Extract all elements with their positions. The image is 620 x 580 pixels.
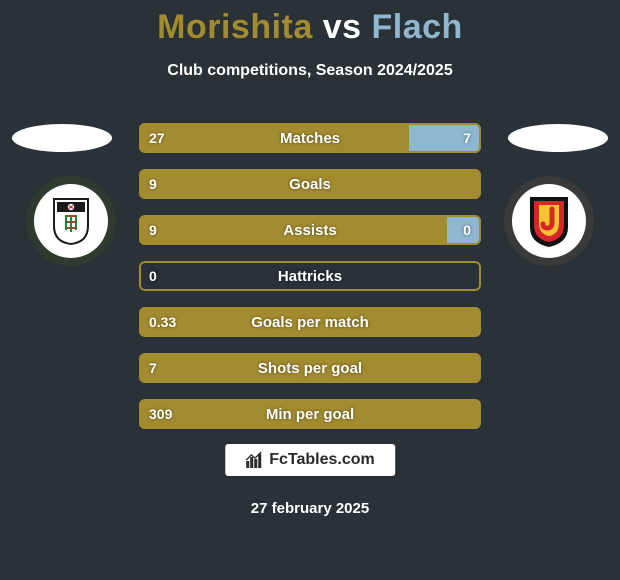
title-player1: Morishita — [157, 8, 313, 46]
bar-label: Min per goal — [139, 399, 481, 429]
bar-label: Hattricks — [139, 261, 481, 291]
club-badge-left — [26, 176, 116, 266]
fctables-badge: FcTables.com — [225, 444, 395, 476]
bar-label: Goals — [139, 169, 481, 199]
stat-row: 7Shots per goal — [139, 353, 481, 383]
title: Morishita vs Flach — [0, 8, 620, 47]
comparison-card: Morishita vs Flach Club competitions, Se… — [0, 0, 620, 580]
bar-label: Matches — [139, 123, 481, 153]
ellipse-decor-right — [508, 124, 608, 152]
jagiellonia-crest-icon — [526, 193, 572, 249]
bar-label: Assists — [139, 215, 481, 245]
bar-label: Shots per goal — [139, 353, 481, 383]
stat-row: 9Goals — [139, 169, 481, 199]
bar-label: Goals per match — [139, 307, 481, 337]
badge-inner-right — [512, 184, 586, 258]
title-player2: Flach — [372, 8, 463, 46]
subtitle: Club competitions, Season 2024/2025 — [0, 62, 620, 80]
fctables-logo-icon — [245, 451, 263, 469]
legia-crest-icon — [51, 196, 91, 246]
stat-row: 0.33Goals per match — [139, 307, 481, 337]
date-label: 27 february 2025 — [0, 500, 620, 517]
club-badge-right — [504, 176, 594, 266]
fctables-text: FcTables.com — [269, 451, 375, 469]
stat-row: 277Matches — [139, 123, 481, 153]
stat-bars: 277Matches 9Goals 90Assists 0Hattricks 0.33G… — [139, 123, 481, 445]
stat-row: 0Hattricks — [139, 261, 481, 291]
title-vs: vs — [323, 8, 362, 46]
badge-inner-left — [34, 184, 108, 258]
ellipse-decor-left — [12, 124, 112, 152]
stat-row: 90Assists — [139, 215, 481, 245]
stat-row: 309Min per goal — [139, 399, 481, 429]
